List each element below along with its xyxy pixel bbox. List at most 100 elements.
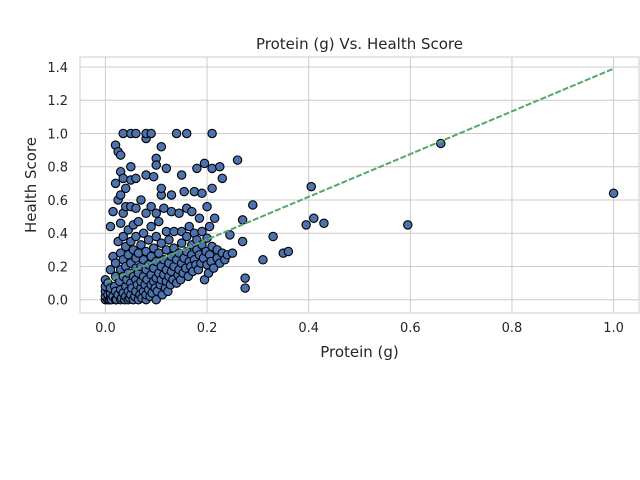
data-point [143,235,154,245]
data-point [179,186,189,197]
data-point [217,173,228,184]
data-point [202,201,212,212]
data-point [105,221,116,232]
data-point [283,246,294,257]
y-tick-label: 1.0 [47,127,68,142]
data-point [148,171,159,182]
data-point [161,163,172,174]
chart-title: Protein (g) Vs. Health Score [256,35,463,53]
data-point [136,240,146,250]
data-point [301,220,311,230]
trend-line [105,67,614,284]
data-point [110,178,121,189]
data-point [118,173,128,184]
data-point [306,181,316,192]
plot-frame [79,56,640,314]
data-point [237,236,248,247]
data-point [208,263,219,273]
y-tick-label: 0.8 [47,161,68,176]
data-point [146,221,156,232]
data-point [194,213,205,223]
data-point [192,163,202,174]
x-axis-label: Protein (g) [320,343,399,361]
data-point [146,201,156,212]
data-point [309,213,319,223]
data-point [166,206,177,217]
data-point [108,206,118,217]
y-tick-label: 0.6 [47,194,68,209]
data-point [181,128,192,139]
data-point [215,161,225,172]
data-point [146,128,156,139]
data-point [133,216,144,227]
x-tick-label: 0.2 [197,321,218,336]
data-point [176,170,187,180]
data-point [181,231,192,242]
data-point [131,203,141,214]
data-point [151,160,161,170]
data-point [126,161,136,172]
y-tick-label: 0.4 [47,227,68,242]
x-tick-label: 0.4 [298,321,319,336]
data-point [258,255,268,265]
data-point [608,188,619,199]
data-point [248,200,258,210]
data-point [156,142,167,152]
x-tick-label: 0.8 [502,321,523,336]
data-point [154,216,164,227]
scatter-points [100,128,619,305]
data-point [207,183,217,194]
data-point [240,283,250,293]
data-point [319,218,329,228]
data-point [159,203,169,214]
data-point [156,183,167,194]
data-point [207,128,217,139]
data-point [131,231,141,242]
data-point [187,206,197,217]
tick-labels: 0.0 0.2 0.4 0.6 0.8 1.0 0.0 0.2 0.4 0.6 0.8 1.0 1.2 1… [47,61,624,336]
data-point [154,248,164,258]
data-point [151,231,161,242]
y-axis-label: Health Score [22,137,40,233]
data-point [156,238,167,248]
data-point [131,128,141,139]
data-point [166,190,177,200]
data-point [118,231,128,242]
data-point [110,258,121,268]
data-point [141,170,151,180]
data-point [240,273,250,283]
data-point [105,265,116,275]
data-point [189,186,200,197]
data-point [232,155,243,165]
x-tick-label: 1.0 [603,321,624,336]
data-point [164,235,174,245]
y-tick-label: 1.2 [47,94,68,109]
data-point [204,221,215,232]
data-point [199,158,210,169]
data-point [268,231,278,242]
data-point [225,230,235,240]
y-tick-label: 1.4 [47,61,68,76]
data-point [209,213,220,223]
data-point [138,228,149,238]
data-point [171,128,182,139]
data-point [227,248,238,258]
x-tick-label: 0.6 [400,321,421,336]
data-point [174,208,184,219]
data-point [115,150,126,160]
data-point [136,195,146,205]
data-point [184,221,195,232]
data-point [131,173,141,184]
y-tick-label: 0.0 [47,294,68,309]
data-point [207,163,217,174]
data-point [115,218,126,228]
y-tick-label: 0.2 [47,260,68,275]
data-point [176,238,187,248]
data-point [197,226,207,237]
data-point [120,183,131,194]
x-tick-label: 0.0 [95,321,116,336]
data-point [403,220,413,230]
data-point [141,208,151,219]
data-point [197,188,207,199]
